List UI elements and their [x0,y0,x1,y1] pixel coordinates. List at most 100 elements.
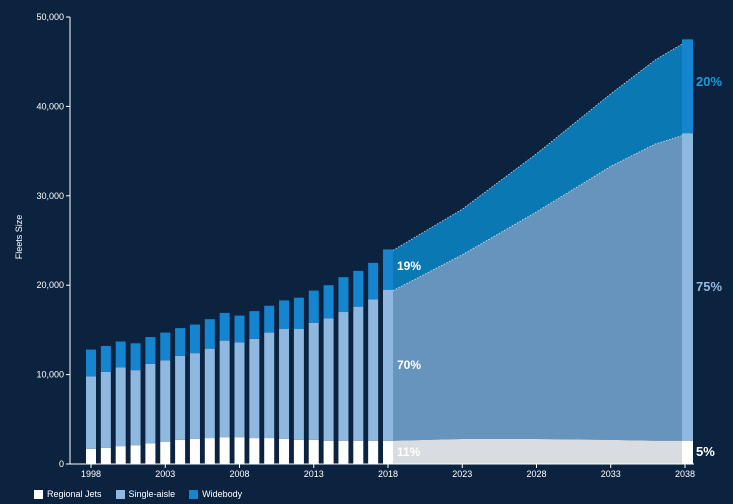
plot-area: 0 10,000 20,000 30,000 40,000 50,000 1998 2003 2… [36,12,722,479]
y-tick-label: 50,000 [36,12,64,22]
bar-2013-regional-jets [308,439,319,464]
annotation-2018-single-aisle: 70% [397,358,421,372]
bar-2001-single-aisle [130,370,141,446]
legend: Regional Jets Single-aisle Widebody [34,489,242,499]
bar-2013-widebody [308,290,319,323]
forecast-line-widebody [392,39,691,251]
legend-label-regional-jets: Regional Jets [47,489,102,499]
y-tick-label: 20,000 [36,280,64,290]
bar-1998-regional-jets [86,448,96,464]
bar-2001-widebody [130,343,141,371]
bar-1998-widebody [86,349,96,377]
bar-2014-single-aisle [323,318,334,441]
bar-2018-widebody [383,249,393,290]
bar-1999-single-aisle [100,371,111,448]
bar-2014-widebody [323,285,334,319]
bar-2015-widebody [338,277,349,313]
bar-2011-regional-jets [279,438,290,464]
x-tick-label: 1998 [81,469,101,479]
bar-2038-regional-jets [682,440,693,464]
y-tick-label: 10,000 [36,370,64,380]
bar-2015-single-aisle [338,312,349,441]
bar-2013-single-aisle [308,322,319,440]
bar-2003-widebody [160,332,171,361]
bar-2001-regional-jets [130,445,141,464]
bar-2000-single-aisle [115,367,126,447]
annotation-2018-regional-jets: 11% [397,445,421,459]
bar-2005-widebody [189,324,200,354]
bar-2011-widebody [279,300,290,330]
bar-2004-regional-jets [175,439,186,464]
bar-2000-widebody [115,341,126,368]
bar-2011-single-aisle [279,329,290,439]
x-tick-label: 2028 [526,469,546,479]
bar-2010-widebody [264,305,275,333]
bar-2016-single-aisle [353,306,364,441]
bar-2003-single-aisle [160,360,171,442]
bar-2008-single-aisle [234,342,245,438]
bar-2014-regional-jets [323,440,334,464]
legend-item-widebody: Widebody [189,489,242,499]
legend-label-widebody: Widebody [202,489,243,499]
bar-2004-single-aisle [175,355,186,440]
bar-2009-single-aisle [249,338,260,439]
legend-item-regional-jets: Regional Jets [34,489,102,499]
bar-2004-widebody [175,328,186,356]
legend-item-single-aisle: Single-aisle [115,489,176,499]
bar-2000-regional-jets [115,446,126,464]
annotation-2038-widebody: 20% [696,74,722,89]
x-tick-label: 2008 [229,469,249,479]
forecast-area-widebody [393,39,690,291]
x-tick-label: 2018 [378,469,398,479]
bar-2017-single-aisle [368,299,379,441]
bar-2015-regional-jets [338,440,349,464]
bar-2038-widebody [682,39,693,134]
forecast-line-single-aisle [392,132,691,291]
bar-2016-regional-jets [353,440,364,464]
bar-2008-regional-jets [234,437,245,464]
bar-2006-single-aisle [204,348,215,439]
bar-2012-single-aisle [293,329,304,440]
forecast-area-regional-jets [393,438,690,464]
bar-2018-single-aisle [383,289,393,441]
x-tick-label: 2033 [601,469,621,479]
bar-2005-regional-jets [189,438,200,464]
bar-2002-regional-jets [145,443,156,464]
bar-2009-widebody [249,311,260,339]
annotation-2038-single-aisle: 75% [696,279,722,294]
forecast-area-single-aisle [393,133,690,441]
y-tick-label: 40,000 [36,101,64,111]
bar-2018-regional-jets [383,440,393,464]
bar-2010-single-aisle [264,332,275,439]
bar-1999-regional-jets [100,447,111,464]
bar-2003-regional-jets [160,441,171,464]
annotation-2038-regional-jets: 5% [696,444,715,459]
bar-2008-widebody [234,315,245,343]
y-axis-label: Fleets Size [14,215,24,260]
bar-2006-widebody [204,319,215,349]
legend-swatch-regional-jets [34,489,43,499]
y-tick-label: 0 [59,459,64,469]
bar-2009-regional-jets [249,438,260,464]
bar-2002-single-aisle [145,363,156,444]
bar-2017-widebody [368,262,379,300]
bar-2007-widebody [219,312,230,341]
bar-2002-widebody [145,337,156,364]
legend-swatch-single-aisle [115,489,125,499]
bar-2010-regional-jets [264,438,275,464]
x-tick-label: 2038 [675,469,695,479]
bar-2007-single-aisle [219,340,230,438]
bar-1999-widebody [100,345,111,372]
bar-2007-regional-jets [219,437,230,464]
legend-label-single-aisle: Single-aisle [128,489,176,499]
bar-1998-single-aisle [86,376,96,449]
bar-2016-widebody [353,270,364,307]
x-tick-label: 2003 [155,469,175,479]
y-tick-label: 30,000 [36,191,64,201]
bar-2005-single-aisle [189,353,200,439]
bar-2006-regional-jets [204,438,215,464]
bar-2012-regional-jets [293,439,304,464]
x-tick-label: 2023 [452,469,472,479]
bar-2012-widebody [293,297,304,330]
